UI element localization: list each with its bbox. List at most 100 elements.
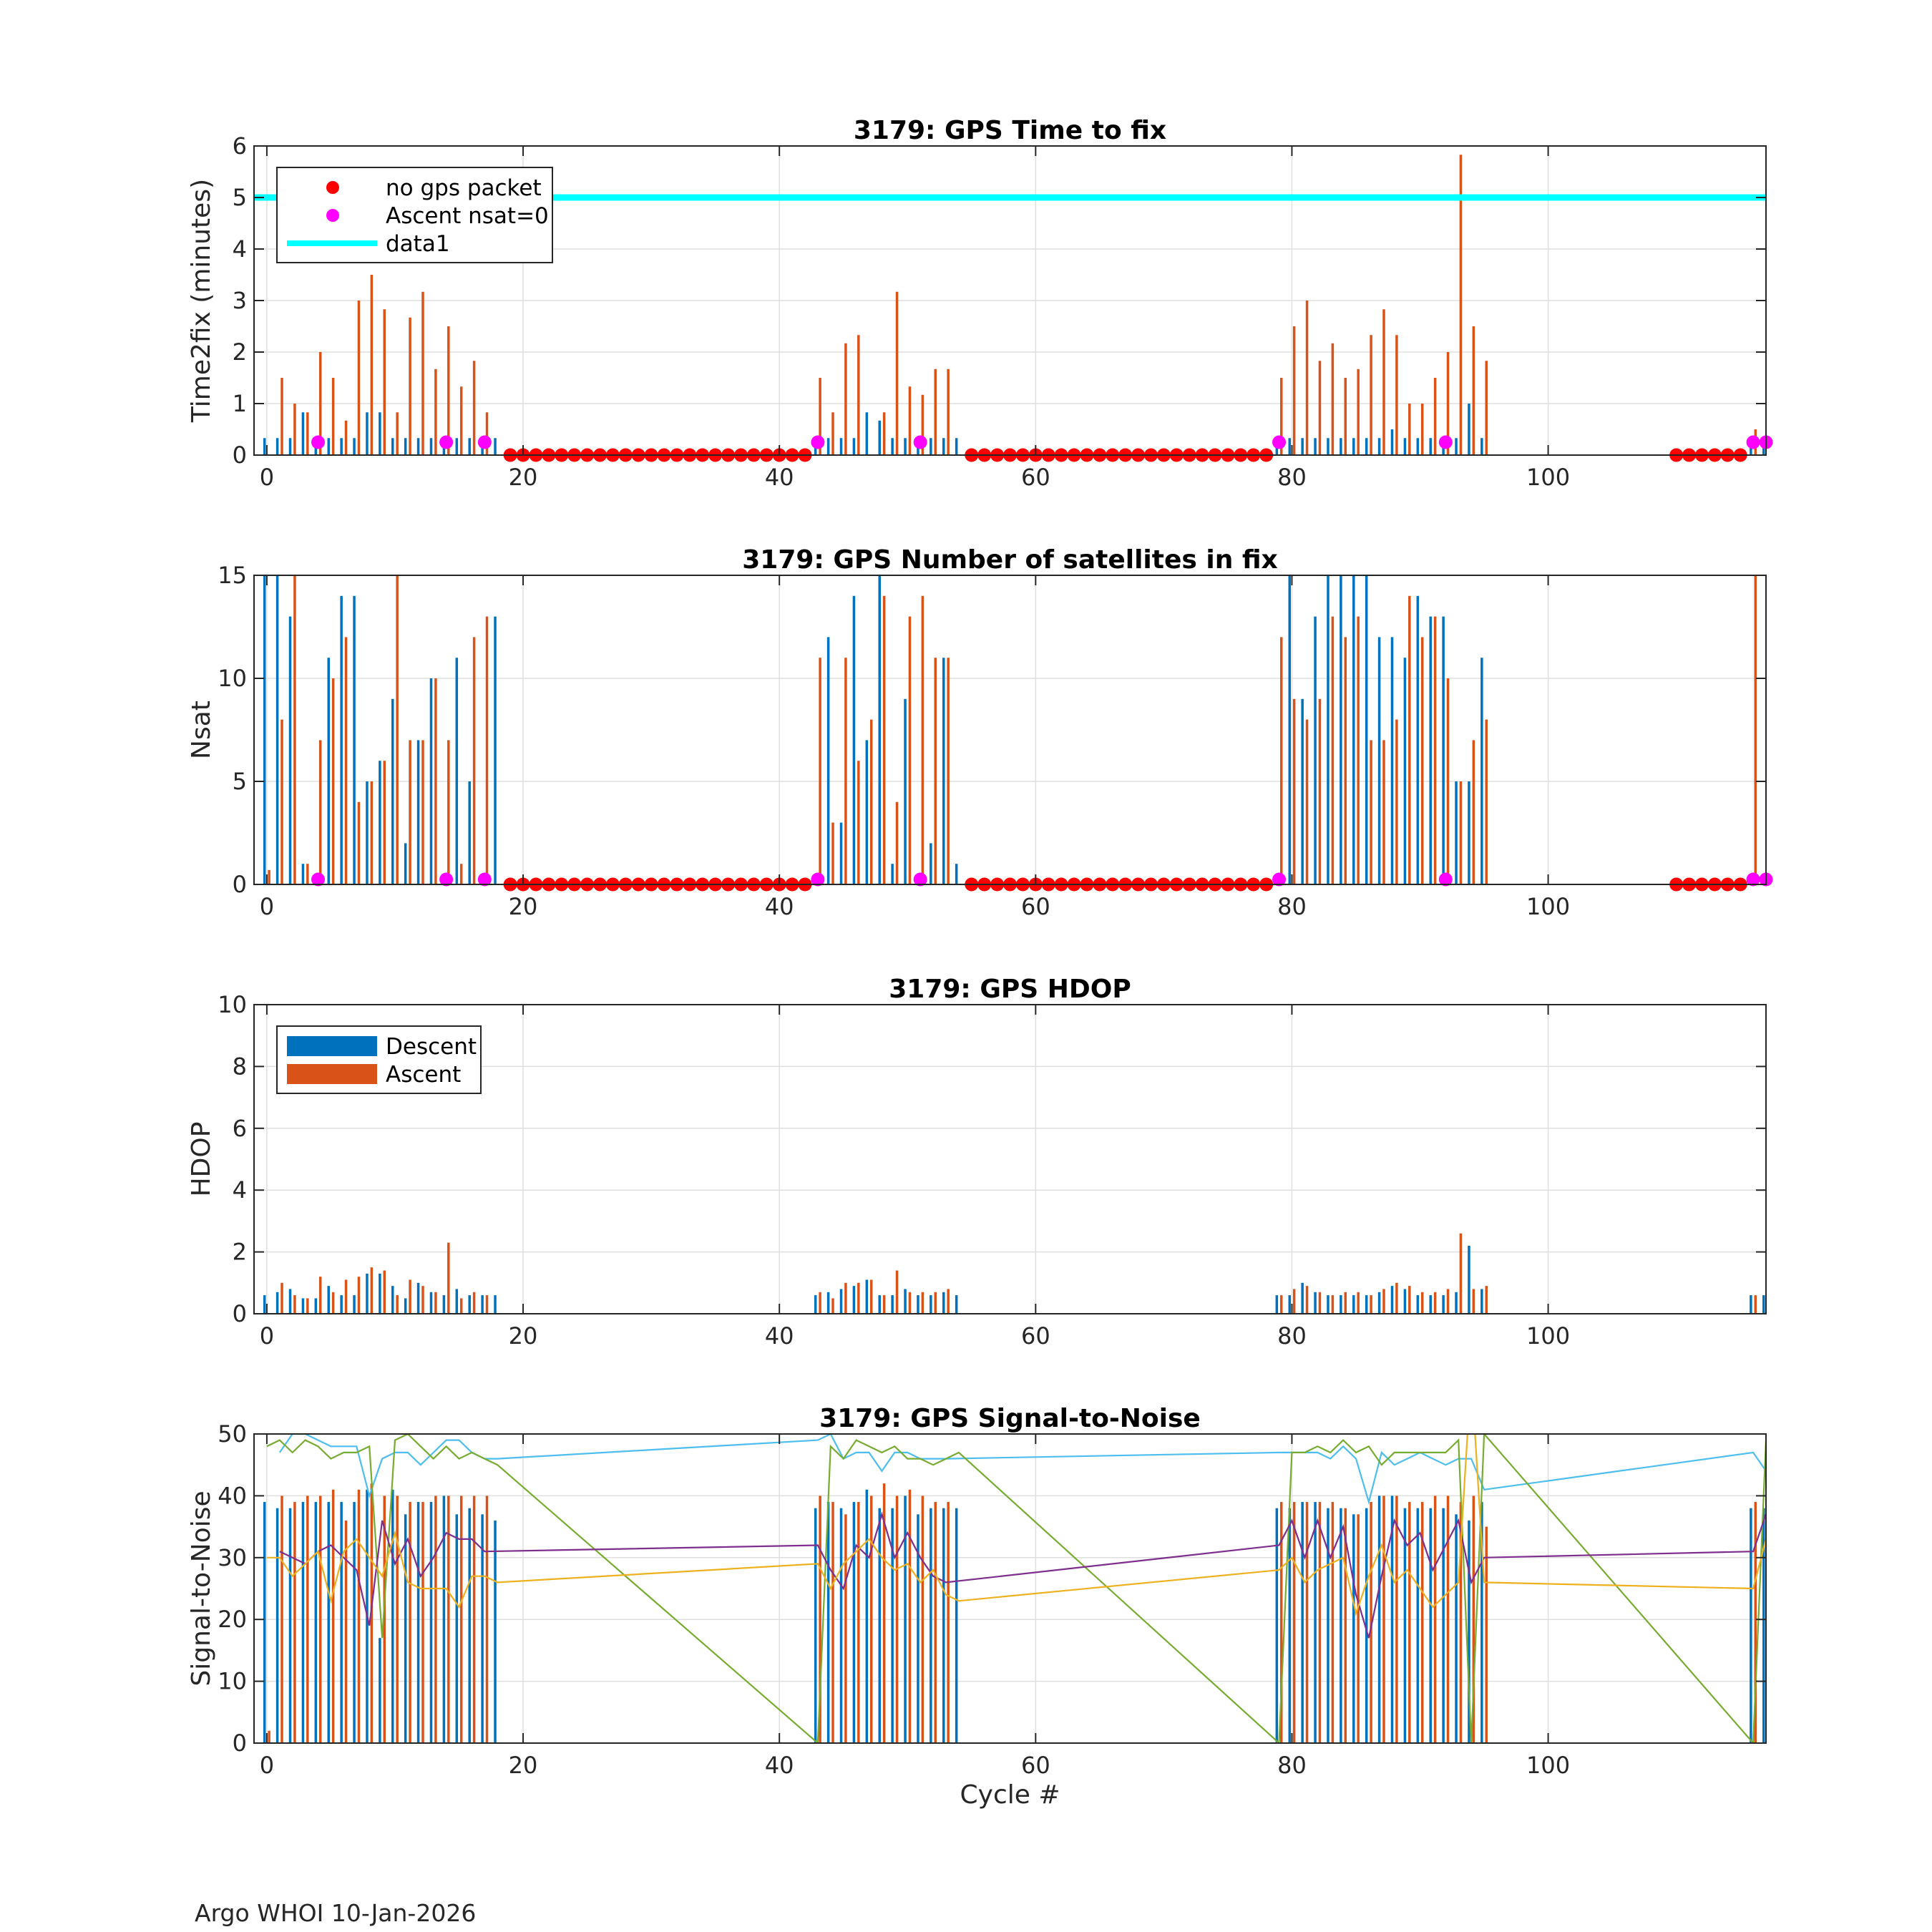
bar-ascent — [1420, 1292, 1424, 1314]
bar-descent — [1403, 438, 1407, 455]
legend-swatch-ascent — [287, 1064, 377, 1084]
bar-descent — [468, 1508, 471, 1743]
bar-descent — [379, 761, 381, 884]
bar-descent — [1288, 1508, 1291, 1743]
bar-ascent — [1395, 1282, 1398, 1314]
bar-ascent — [344, 1520, 348, 1743]
bar-ascent — [895, 1270, 899, 1314]
bar-descent — [826, 438, 830, 455]
bar-descent — [1390, 1286, 1394, 1314]
bar-ascent — [869, 1496, 873, 1743]
x-tick-label: 100 — [1526, 464, 1570, 491]
bar-descent — [1442, 616, 1445, 884]
bar-descent — [1429, 1295, 1432, 1314]
bar-descent — [1750, 1295, 1752, 1314]
bar-ascent — [421, 291, 424, 455]
bar-descent — [839, 1289, 843, 1314]
bar-ascent — [472, 361, 476, 455]
nsat-zero-marker — [477, 435, 492, 449]
bar-ascent — [447, 1496, 450, 1743]
chart-title: 3179: GPS Number of satellites in fix — [742, 545, 1278, 575]
bar-descent — [1429, 438, 1432, 455]
bar-ascent — [1446, 1496, 1450, 1743]
bar-descent — [1352, 575, 1355, 884]
y-tick-label: 4 — [233, 1176, 247, 1204]
bar-ascent — [1305, 1502, 1309, 1743]
bar-descent — [1455, 1292, 1458, 1314]
bar-descent — [1352, 1514, 1355, 1743]
bar-ascent — [1767, 1283, 1770, 1314]
bar-ascent — [1357, 1292, 1360, 1314]
y-tick-label: 10 — [218, 665, 247, 692]
bar-descent — [878, 1508, 881, 1743]
bar-descent — [263, 438, 266, 455]
bar-ascent — [1433, 616, 1437, 884]
bar-ascent — [908, 1489, 912, 1743]
bar-descent — [1365, 438, 1368, 455]
bar-ascent — [1292, 1289, 1296, 1314]
bar-ascent — [396, 1295, 399, 1314]
bar-descent — [468, 781, 471, 884]
bar-ascent — [293, 404, 296, 455]
bar-descent — [429, 1502, 433, 1743]
bar-descent — [468, 1295, 471, 1314]
bar-ascent — [293, 575, 296, 884]
nsat-zero-marker — [913, 872, 927, 887]
bar-descent — [288, 438, 292, 455]
nsat-zero-marker — [477, 872, 492, 887]
nsat-zero-marker — [1746, 435, 1760, 449]
bar-ascent — [409, 1279, 411, 1314]
bar-ascent — [844, 658, 847, 884]
bar-ascent — [1279, 378, 1283, 455]
bar-descent — [1468, 404, 1470, 455]
bar-ascent — [1292, 1502, 1296, 1743]
bar-ascent — [882, 1483, 886, 1743]
bar-descent — [814, 1508, 817, 1743]
bar-ascent — [1370, 1502, 1372, 1743]
bar-ascent — [882, 1295, 886, 1314]
plot-content — [263, 575, 1757, 884]
bar-descent — [930, 438, 932, 455]
bar-ascent — [882, 595, 886, 884]
bar-ascent — [895, 801, 899, 884]
bar-ascent — [934, 1502, 937, 1743]
nsat-zero-marker — [1272, 435, 1287, 449]
nsat-zero-marker — [811, 435, 825, 449]
bar-descent — [275, 1508, 279, 1743]
bar-ascent — [844, 1514, 847, 1743]
bar-ascent — [1279, 637, 1283, 884]
nsat-zero-marker — [1438, 435, 1453, 449]
bar-descent — [878, 575, 881, 884]
bar-descent — [1468, 1245, 1470, 1314]
bar-ascent — [331, 1489, 335, 1743]
bar-descent — [942, 1292, 945, 1314]
x-axis-label: Cycle # — [960, 1780, 1060, 1810]
bar-ascent — [869, 719, 873, 884]
bar-descent — [379, 1273, 381, 1314]
bar-descent — [1288, 438, 1291, 455]
y-tick-label: 5 — [233, 768, 247, 795]
bar-descent — [366, 781, 369, 884]
y-axis-label: Signal-to-Noise — [187, 1491, 216, 1686]
bar-ascent — [344, 420, 348, 455]
bar-ascent — [306, 1298, 309, 1314]
legend-label: Ascent nsat=0 — [386, 203, 549, 229]
bar-descent — [1377, 438, 1381, 455]
bar-ascent — [1305, 1286, 1309, 1314]
bar-descent — [826, 637, 830, 884]
x-tick-label: 0 — [260, 464, 274, 491]
bar-ascent — [1382, 1496, 1385, 1743]
bar-descent — [455, 658, 459, 884]
legend-swatch-descent — [287, 1036, 377, 1056]
bar-ascent — [869, 1279, 873, 1314]
bar-ascent — [831, 1298, 834, 1314]
bar-descent — [416, 1502, 420, 1743]
bar-ascent — [1279, 1502, 1283, 1743]
bar-ascent — [1408, 1502, 1411, 1743]
bar-descent — [1314, 616, 1317, 884]
bar-ascent — [1754, 1295, 1757, 1314]
bar-descent — [1468, 781, 1470, 884]
bar-ascent — [1485, 361, 1488, 455]
